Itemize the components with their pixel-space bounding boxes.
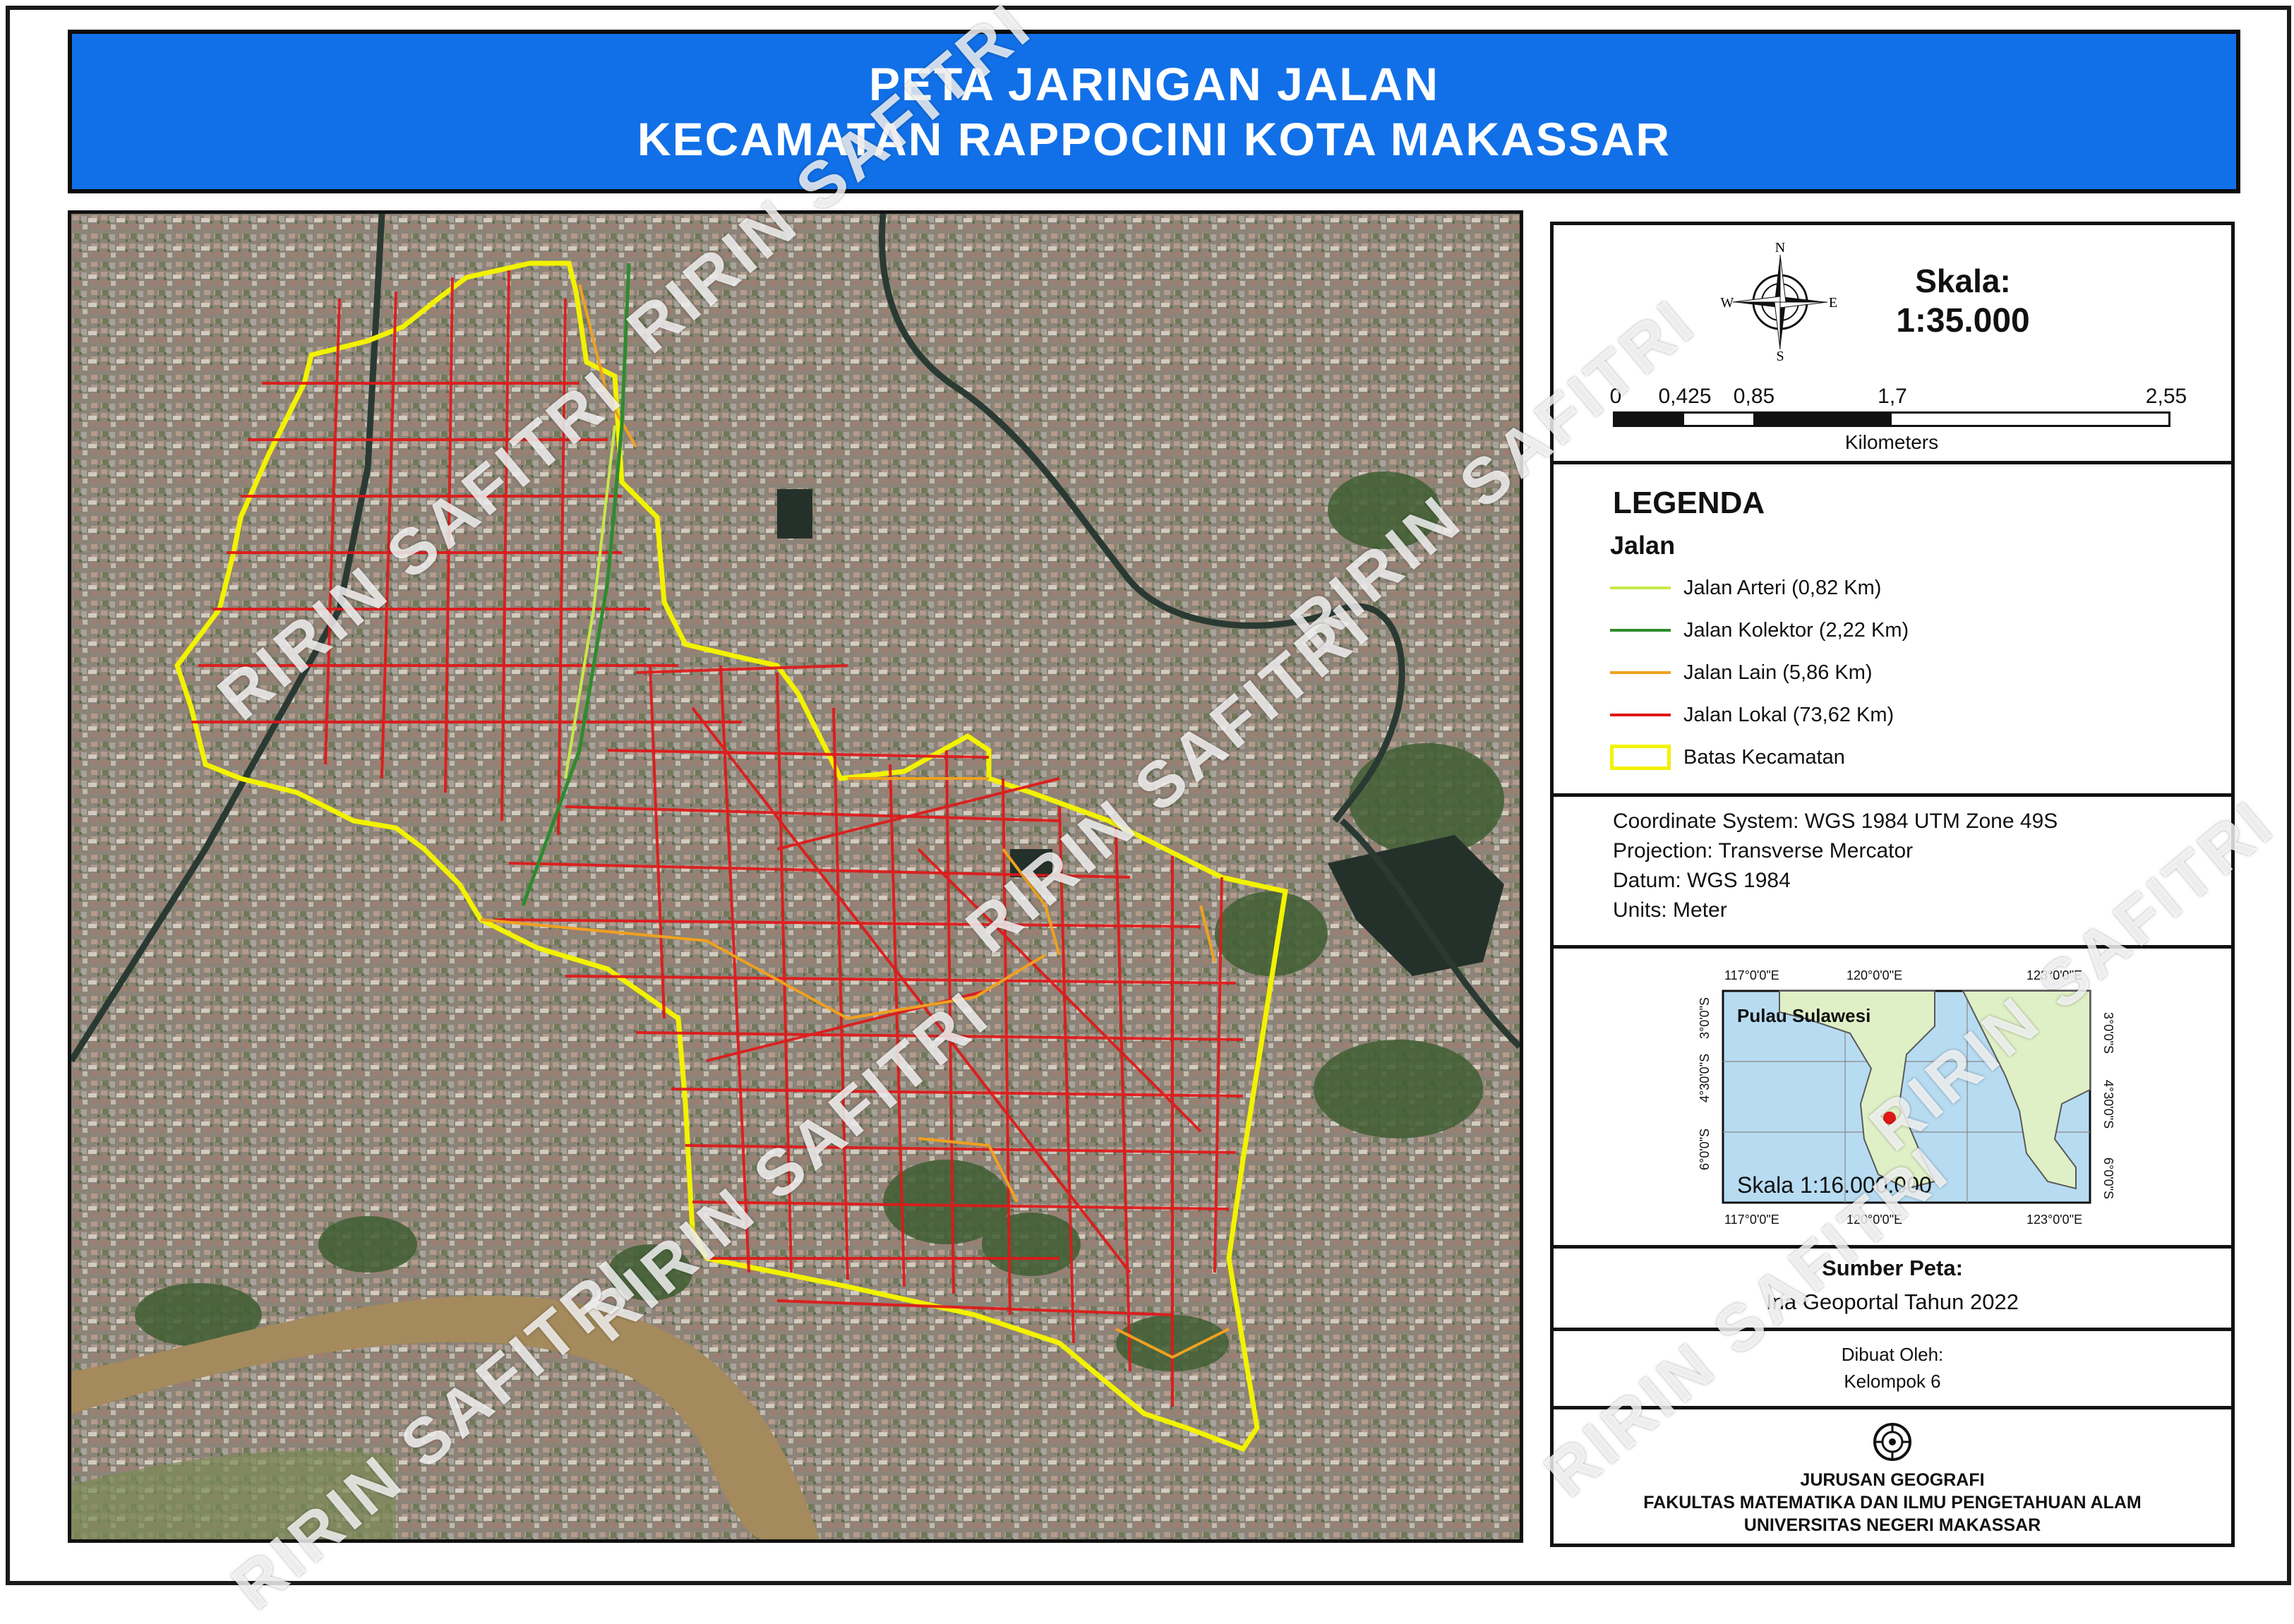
legend-label: Jalan Lokal (73,62 Km) (1683, 703, 1894, 726)
legend-label: Jalan Lain (5,86 Km) (1683, 661, 1873, 684)
compass-s: S (1776, 349, 1784, 362)
scale-seg-2 (1684, 414, 1753, 425)
inset-lon-label-bottom-3: 123°0'0"E (2026, 1213, 2082, 1227)
legend-item-jalan-kolektor: Jalan Kolektor (2,22 Km) (1610, 613, 1909, 648)
title-bar: PETA JARINGAN JALAN KECAMATAN RAPPOCINI … (68, 30, 2240, 193)
inset-lat-label-left-1: 3°0'0"S (1698, 997, 1712, 1039)
district-boundary (174, 260, 1288, 1452)
scale-seg-1 (1615, 414, 1684, 425)
datum: Datum: WGS 1984 (1613, 869, 1791, 892)
coordinate-section: Coordinate System: WGS 1984 UTM Zone 49S… (1554, 797, 2231, 949)
inset-lat-label-right-3: 6°0'0"S (2101, 1157, 2115, 1199)
river-bank (71, 1450, 396, 1539)
inset-lon-label-bottom-1: 117°0'0"E (1724, 1213, 1779, 1227)
scale-tick-2: 0,85 (1733, 385, 1775, 408)
institution-faculty: FAKULTAS MATEMATIKA DAN ILMU PENGETAHUAN… (1643, 1493, 2142, 1512)
legend-item-batas-kecamatan: Batas Kecamatan (1610, 740, 1845, 775)
scale-section: N S E W Skala: 1:35.000 0 0,425 0,85 1,7… (1554, 225, 2231, 464)
legend-section: LEGENDA Jalan Jalan Arteri (0,82 Km) Jal… (1554, 464, 2231, 797)
legend-item-jalan-lokal: Jalan Lokal (73,62 Km) (1610, 697, 1894, 733)
legend-box-icon (1610, 745, 1671, 770)
river (71, 1295, 819, 1539)
legend-line-icon (1610, 714, 1671, 716)
scale-seg-4 (1892, 414, 2168, 425)
legend-item-jalan-lain: Jalan Lain (5,86 Km) (1610, 655, 1873, 690)
legend-line-icon (1610, 629, 1671, 632)
map-title-line2: KECAMATAN RAPPOCINI KOTA MAKASSAR (637, 113, 1671, 165)
source-text: Ina Geoportal Tahun 2022 (1766, 1289, 2019, 1314)
source-section: Sumber Peta: Ina Geoportal Tahun 2022 (1554, 1249, 2231, 1331)
compass-w: W (1721, 295, 1734, 311)
made-by-title: Dibuat Oleh: (1841, 1344, 1944, 1365)
map-frame (68, 210, 1523, 1543)
jalan-lain (480, 284, 1230, 1359)
institution-department: JURUSAN GEOGRAFI (1800, 1470, 1985, 1490)
inset-lat-label-left-3: 6°0'0"S (1698, 1129, 1712, 1170)
inset-section: Pulau Sulawesi Skala 1:16.000.000 117°0'… (1554, 949, 2231, 1249)
map-title-line1: PETA JARINGAN JALAN (868, 58, 1440, 110)
legend-line-icon (1610, 587, 1671, 589)
inset-map: Pulau Sulawesi Skala 1:16.000.000 117°0'… (1698, 968, 2115, 1227)
legend-label: Batas Kecamatan (1683, 745, 1845, 769)
legend-title: LEGENDA (1613, 486, 1765, 520)
outer-frame (6, 6, 2291, 1585)
source-title: Sumber Peta: (1822, 1256, 1963, 1280)
scale-seg-3 (1753, 414, 1892, 425)
jalan-arteri (564, 425, 616, 779)
inset-scale-label: Skala 1:16.000.000 (1737, 1172, 1932, 1198)
north-arrow-compass-icon: N S E W (1721, 242, 1838, 362)
inset-lat-label-left-2: 4°30'0"S (1698, 1054, 1712, 1102)
inset-lon-label-top-3: 123°0'0"E (2026, 968, 2082, 982)
scale-tick-1: 0,425 (1658, 385, 1712, 408)
inset-lon-label-top-2: 120°0'0"E (1846, 968, 1902, 982)
legend-item-jalan-arteri: Jalan Arteri (0,82 Km) (1610, 570, 1881, 606)
projection: Projection: Transverse Mercator (1613, 839, 1914, 862)
inset-landmass-east (1962, 990, 2091, 1190)
legend-label: Jalan Kolektor (2,22 Km) (1683, 618, 1909, 642)
inset-landmass-sulawesi (1779, 990, 1936, 1190)
ponds (777, 489, 1504, 976)
scale-tick-0: 0 (1609, 385, 1622, 408)
jalan-lokal (191, 270, 1244, 1407)
legend-label: Jalan Arteri (0,82 Km) (1683, 576, 1882, 599)
legend-line-icon (1610, 671, 1671, 674)
compass-n: N (1775, 242, 1785, 255)
inset-lat-label-right-2: 4°30'0"S (2101, 1080, 2115, 1129)
vegetation-patches (135, 471, 1504, 1371)
map-info-panel: N S E W Skala: 1:35.000 0 0,425 0,85 1,7… (1550, 222, 2235, 1547)
scale-label: Skala: (1915, 263, 2011, 299)
units: Units: Meter (1613, 898, 1727, 922)
institution-section: JURUSAN GEOGRAFI FAKULTAS MATEMATIKA DAN… (1554, 1409, 2231, 1544)
institution-university: UNIVERSITAS NEGERI MAKASSAR (1743, 1515, 2041, 1535)
university-logo-icon (1873, 1423, 1911, 1461)
scale-bar (1613, 411, 2170, 427)
jalan-kolektor (521, 263, 631, 906)
compass-e: E (1829, 295, 1837, 311)
inset-island-label: Pulau Sulawesi (1737, 1005, 1870, 1026)
inset-lon-label-bottom-2: 120°0'0"E (1846, 1213, 1902, 1227)
satellite-map (71, 214, 1520, 1539)
coordinate-system: Coordinate System: WGS 1984 UTM Zone 49S (1613, 810, 2058, 833)
inset-lat-label-right-1: 3°0'0"S (2101, 1012, 2115, 1054)
scale-tick-4: 2,55 (2145, 385, 2187, 408)
scale-value: 1:35.000 (1896, 302, 2030, 339)
scale-unit: Kilometers (1844, 431, 1939, 453)
scale-tick-3: 1,7 (1878, 385, 1907, 408)
inset-lon-label-top-1: 117°0'0"E (1724, 968, 1779, 982)
made-by-text: Kelompok 6 (1844, 1371, 1941, 1392)
location-marker-icon (1883, 1112, 1896, 1124)
made-by-section: Dibuat Oleh: Kelompok 6 (1554, 1331, 2231, 1409)
legend-subtitle: Jalan (1610, 531, 1676, 560)
